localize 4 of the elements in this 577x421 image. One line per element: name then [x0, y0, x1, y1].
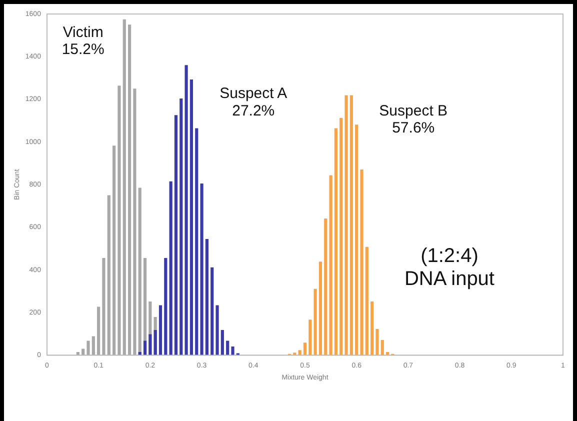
- annotation: Suspect A 27.2%: [220, 85, 288, 120]
- annotation: Victim 15.2%: [62, 24, 104, 58]
- annotation: Suspect B 57.6%: [379, 102, 448, 137]
- annotation: (1:2:4) DNA input: [404, 245, 495, 290]
